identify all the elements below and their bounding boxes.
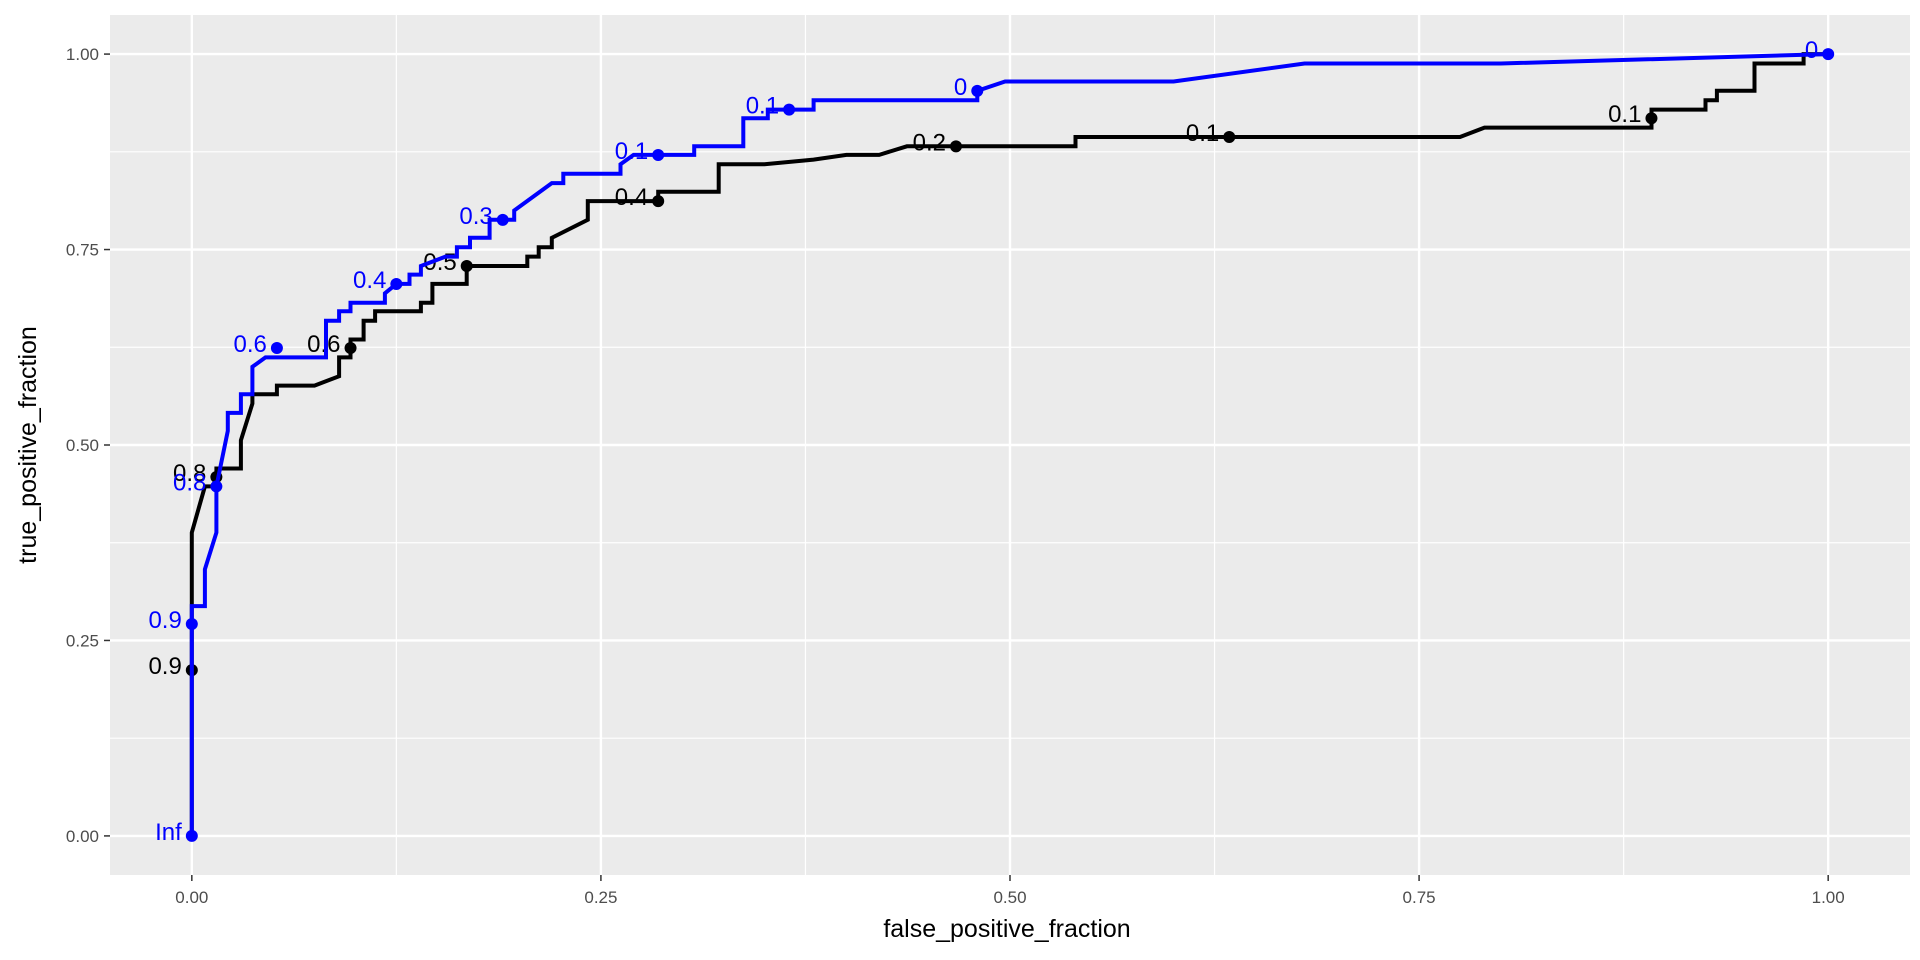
y-axis-title: true_positive_fraction <box>14 326 42 564</box>
x-tick-label: 0.00 <box>175 888 208 907</box>
y-axis: 0.00 0.25 0.50 0.75 1.00 <box>66 45 110 846</box>
roc-curve-2 <box>189 52 1829 836</box>
cutoff-label: 0.9 <box>148 607 181 634</box>
cutoff-point <box>210 480 223 493</box>
x-tick-label: 0.75 <box>1403 888 1436 907</box>
cutoff-label: 0 <box>954 74 967 101</box>
y-tick-label: 0.50 <box>66 436 99 455</box>
cutoff-label: 0.8 <box>173 460 206 487</box>
grid-major <box>110 15 1910 875</box>
cutoff-label: 0.4 <box>615 184 648 211</box>
cutoff-label: 0.9 <box>148 653 181 680</box>
cutoff-point <box>270 342 283 355</box>
cutoff-label: 0.1 <box>746 93 779 120</box>
cutoff-point <box>783 103 796 116</box>
series-1: 0.90.80.60.50.40.2 0.10.1 <box>148 52 1829 836</box>
cutoff-label: Inf <box>155 819 182 846</box>
cutoff-label: 0.1 <box>615 138 648 165</box>
cutoff-point <box>185 618 198 631</box>
cutoff-point <box>950 140 962 153</box>
cutoff-label: 0.3 <box>459 203 492 230</box>
cutoff-point <box>344 342 357 355</box>
cutoff-label: 0.1 <box>1186 120 1219 147</box>
y-tick-label: 0.25 <box>66 631 99 650</box>
cutoff-label: 0 <box>1805 37 1818 64</box>
cutoff-label: 0.6 <box>234 331 267 358</box>
series-2: Inf 0.9 0.8 0.6 0.4 0.3 0.1 0.1 0 0 <box>148 37 1835 846</box>
y-tick-label: 1.00 <box>66 45 99 64</box>
cutoff-point <box>496 213 509 226</box>
y-tick-label: 0.00 <box>66 827 99 846</box>
cutoff-label: 0.1 <box>1608 101 1641 128</box>
cutoff-point <box>652 148 665 161</box>
cutoff-point <box>652 195 665 208</box>
cutoff-point <box>390 277 403 290</box>
x-axis-title: false_positive_fraction <box>883 915 1130 943</box>
x-tick-label: 1.00 <box>1812 888 1845 907</box>
cutoff-point <box>1822 48 1835 61</box>
cutoff-point <box>1645 112 1658 125</box>
x-tick-label: 0.25 <box>584 888 617 907</box>
cutoff-label: 0.4 <box>353 267 386 294</box>
cutoff-point <box>1223 130 1236 143</box>
x-axis: 0.00 0.25 0.50 0.75 1.00 <box>175 875 1845 907</box>
cutoff-label: 0.8 <box>173 469 206 496</box>
cutoff-label: 0.2 <box>913 129 946 156</box>
cutoff-label: 0.6 <box>307 331 340 358</box>
cutoff-point <box>185 829 198 842</box>
cutoff-point <box>460 259 473 272</box>
x-tick-label: 0.50 <box>993 888 1026 907</box>
cutoff-point <box>971 84 984 97</box>
y-tick-label: 0.75 <box>66 241 99 260</box>
series-layer: 0.90.80.60.50.40.2 0.10.1Inf0.90.80.60.40… <box>148 37 1835 846</box>
